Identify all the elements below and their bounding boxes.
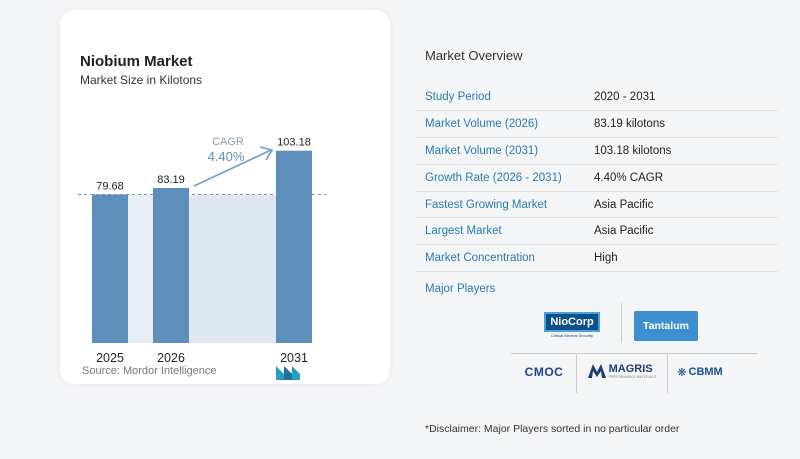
overview-key: Market Concentration [416, 244, 586, 273]
overview-key: Fastest Growing Market [416, 191, 586, 219]
value-label: 83.19 [157, 174, 185, 186]
overview-table: Study Period 2020 - 2031 Market Volume (20… [416, 84, 778, 273]
chart-title: Niobium Market [80, 53, 193, 70]
bar-2031 [276, 150, 312, 343]
cmoc-logo: CMOC [516, 362, 572, 382]
overview-key: Study Period [416, 84, 586, 112]
overview-value: Asia Pacific [586, 191, 778, 219]
overview-row: Largest Market Asia Pacific [416, 217, 778, 246]
value-label: 103.18 [277, 137, 311, 149]
bar-2025 [92, 194, 128, 343]
tantalum-logo: Tantalum [634, 311, 698, 341]
divider [576, 353, 577, 393]
cagr-value: 4.40% [208, 149, 245, 164]
chart-source: Source: Mordor Intelligence [82, 365, 217, 377]
cbmm-mark-icon: ❋ [677, 366, 687, 379]
category-label: 2026 [157, 351, 185, 365]
chart-subtitle: Market Size in Kilotons [80, 73, 203, 87]
niocorp-logo: NioCorp Critical Mineral Security [544, 310, 600, 340]
overview-row: Fastest Growing Market Asia Pacific [416, 191, 778, 219]
overview-value: 103.18 kilotons [586, 137, 778, 165]
niocorp-name: NioCorp [544, 312, 600, 332]
overview-value: Asia Pacific [586, 217, 778, 246]
overview-row: Market Concentration High [416, 244, 778, 273]
overview-value: 83.19 kilotons [586, 110, 778, 139]
overview-row: Market Volume (2026) 83.19 kilotons [416, 110, 778, 139]
cmoc-name: CMOC [524, 365, 564, 379]
mordor-logo-icon [276, 366, 300, 380]
magris-name: MAGRIS [608, 363, 653, 375]
chart-card: 79.68 83.19 103.18 2025 2026 2031 CAGR 4.40%… [60, 10, 390, 384]
overview-value: 4.40% CAGR [586, 164, 778, 192]
divider [621, 303, 622, 343]
overview-row: Growth Rate (2026 - 2031) 4.40% CAGR [416, 164, 778, 192]
cbmm-name: CBMM [688, 366, 723, 378]
overview-row: Market Volume (2031) 103.18 kilotons [416, 137, 778, 165]
value-label: 79.68 [96, 181, 124, 193]
category-label: 2031 [280, 351, 308, 365]
disclaimer: *Disclaimer: Major Players sorted in no … [425, 423, 680, 435]
cbmm-logo: ❋ CBMM [671, 362, 729, 382]
major-players-title: Major Players [425, 283, 496, 295]
divider [667, 353, 668, 393]
overview-key: Growth Rate (2026 - 2031) [416, 164, 586, 192]
divider [511, 353, 757, 354]
overview-key: Largest Market [416, 217, 586, 246]
overview-value: 2020 - 2031 [586, 84, 778, 112]
niocorp-tagline: Critical Mineral Security [550, 333, 593, 338]
magris-logo: MAGRIS PERFORMANCE MATERIALS [581, 356, 663, 386]
cagr-label: CAGR [212, 136, 244, 148]
magris-tagline: PERFORMANCE MATERIALS [608, 375, 657, 379]
bar-chart: 79.68 83.19 103.18 2025 2026 2031 CAGR 4.40% [78, 136, 326, 365]
overview-key: Market Volume (2026) [416, 110, 586, 139]
tantalum-name: Tantalum [643, 320, 689, 332]
category-label: 2025 [96, 351, 124, 365]
magris-mark-icon [587, 364, 606, 378]
overview-title: Market Overview [425, 48, 523, 63]
overview-key: Market Volume (2031) [416, 137, 586, 165]
bar-2026 [153, 187, 189, 343]
overview-row: Study Period 2020 - 2031 [416, 84, 778, 112]
cagr-arrow-icon [193, 146, 274, 187]
overview-value: High [586, 244, 778, 273]
growth-band [189, 194, 276, 343]
growth-band [128, 194, 153, 343]
